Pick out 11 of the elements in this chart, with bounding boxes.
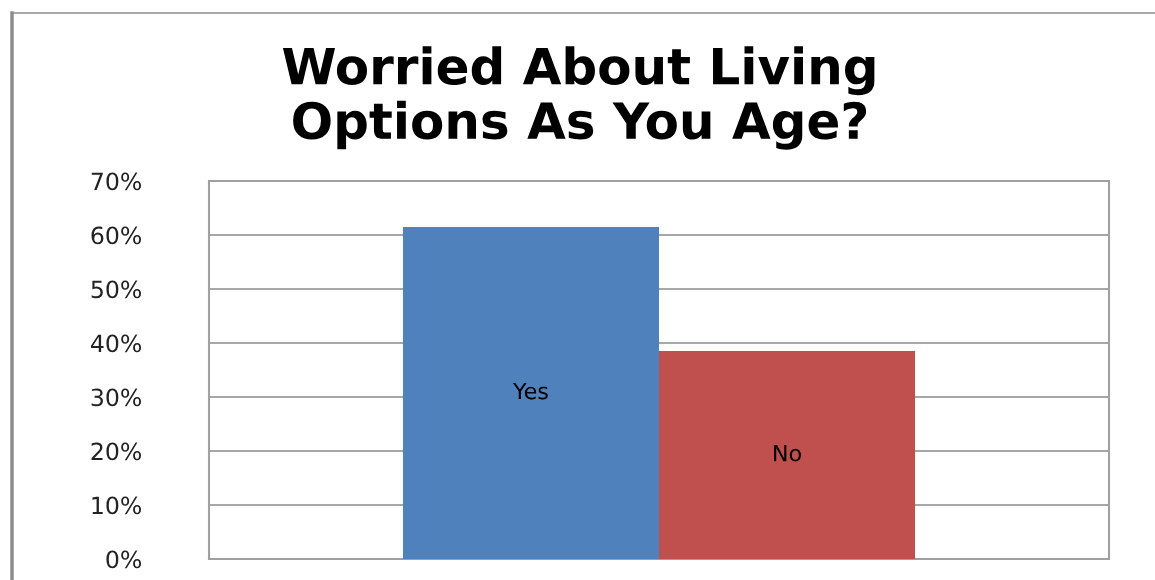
y-tick-label: 10% xyxy=(92,496,142,515)
y-tick-label: 0% xyxy=(106,550,142,569)
series-label: Yes xyxy=(512,382,548,400)
y-tick-label: 20% xyxy=(91,442,142,461)
y-tick-label: 70% xyxy=(91,172,142,191)
y-tick-label: 60% xyxy=(91,226,142,245)
y-tick-label: 30% xyxy=(91,388,142,407)
y-tick-label: 50% xyxy=(91,280,142,299)
y-tick-label: 40% xyxy=(91,334,142,353)
chart-title: Worried About Living Options As You Age? xyxy=(282,46,875,150)
series-label: No xyxy=(774,444,801,462)
